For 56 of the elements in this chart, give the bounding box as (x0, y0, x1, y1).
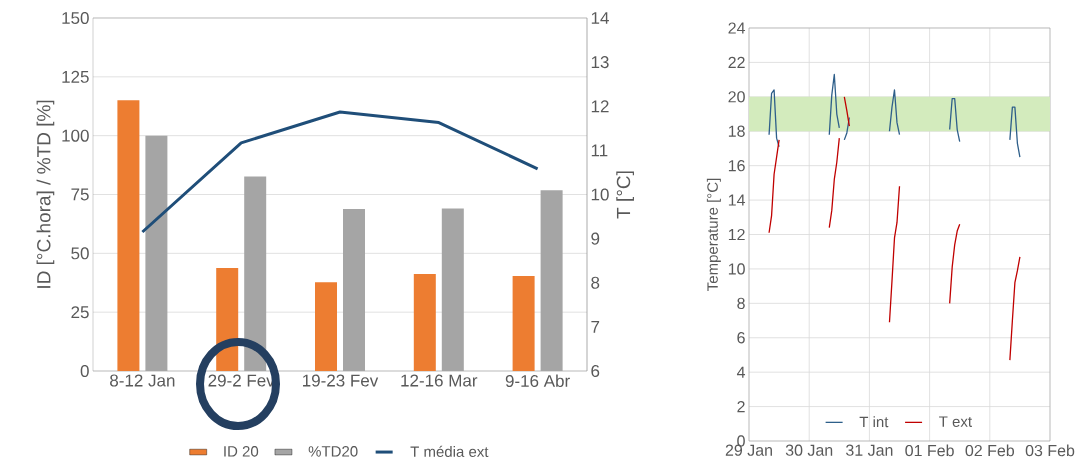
y-tick-label: 75 (71, 188, 89, 201)
y2-tick-label: 13 (591, 56, 609, 69)
y2-tick-label: 7 (591, 321, 600, 333)
bar (512, 275, 535, 371)
y-tick-label: 18 (728, 125, 745, 137)
y-tick-label: 100 (62, 129, 89, 142)
y-tick-label: 12 (728, 228, 745, 241)
x-tick-label: 9-16 Abr (505, 374, 570, 388)
y2-tick-label: 6 (591, 364, 600, 378)
legend-label: %TD20 (308, 446, 358, 457)
legend-label: T int (859, 416, 889, 428)
bar (343, 209, 365, 371)
x-tick-label: 03 Feb (1025, 444, 1075, 457)
x-tick-label: 12-16 Mar (401, 374, 478, 387)
bar (244, 176, 267, 371)
y-tick-label: 25 (71, 306, 89, 319)
y-axis-title: ID [°C.hora] / %TD [%] (36, 100, 55, 288)
x-tick-label: 01 Feb (905, 444, 954, 457)
legend-label: T ext (939, 416, 972, 427)
y2-axis-title: T [°C] (616, 171, 634, 219)
y-tick-label: 50 (71, 247, 89, 260)
y-tick-label: 24 (728, 22, 746, 34)
legend-label: T média ext (410, 445, 489, 457)
y2-tick-label: 11 (591, 144, 608, 157)
bar (413, 274, 436, 371)
bar (315, 282, 337, 371)
y-tick-label: 150 (62, 11, 89, 25)
bar (145, 135, 168, 371)
y-tick-label: 6 (737, 332, 745, 344)
y-tick-label: 0 (80, 364, 89, 378)
y-tick-label: 4 (736, 366, 746, 378)
y-tick-label: 20 (728, 91, 745, 103)
y-tick-label: 14 (728, 194, 746, 206)
y2-tick-label: 8 (591, 276, 600, 289)
bar (540, 190, 563, 371)
line-series (140, 110, 540, 234)
x-tick-label: 8-12 Jan (110, 374, 175, 387)
y-tick-label: 2 (737, 401, 745, 413)
x-tick-label: 31 Jan (846, 444, 893, 456)
bar (441, 208, 464, 371)
y-tick-label: 125 (62, 70, 89, 83)
bar (117, 100, 140, 371)
x-tick-label: 02 Feb (965, 444, 1015, 457)
y-tick-label: 16 (728, 160, 745, 172)
y2-tick-label: 14 (591, 12, 609, 24)
y2-tick-label: 10 (591, 188, 609, 201)
y-tick-label: 22 (728, 56, 745, 68)
y-axis-title: Temperature [°C] (706, 178, 721, 291)
y-tick-label: 8 (737, 297, 745, 309)
y2-tick-label: 9 (591, 232, 600, 245)
y2-tick-label: 12 (591, 100, 609, 113)
x-tick-label: 19-23 Fev (303, 374, 379, 387)
x-tick-label: 30 Jan (785, 444, 833, 456)
y-tick-label: 10 (728, 263, 745, 275)
legend-label: ID 20 (224, 446, 259, 457)
bar (216, 267, 239, 371)
